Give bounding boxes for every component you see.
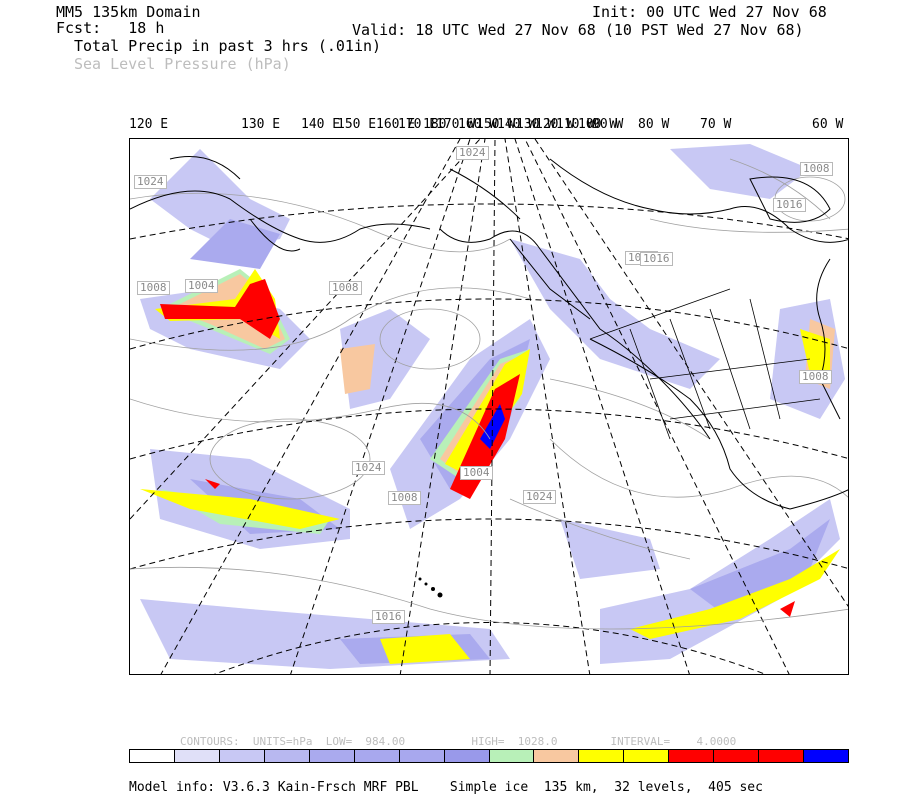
colorbar-swatch <box>264 750 310 762</box>
model-info: Model info: V3.6.3 Kain-Frsch MRF PBL Si… <box>129 780 763 795</box>
longitude-label: 130 E <box>241 117 281 132</box>
colorbar-swatch <box>579 750 625 762</box>
colorbar-swatch <box>444 750 490 762</box>
isobar-label: 1008 <box>388 491 421 505</box>
isobar-label: 1008 <box>799 370 832 384</box>
isobar-label: 1004 <box>460 466 493 480</box>
colorbar-swatch <box>399 750 445 762</box>
longitude-label: 180 <box>423 117 447 132</box>
colorbar-swatch <box>219 750 265 762</box>
map-panel <box>129 138 849 675</box>
colorbar-swatch <box>624 750 670 762</box>
coastlines <box>130 156 848 510</box>
longitude-label: 110 W <box>556 117 596 132</box>
longitude-label: 120 E <box>129 117 169 132</box>
colorbar-swatch <box>130 750 175 762</box>
longitude-label: 100 W <box>578 117 618 132</box>
longitude-label: 160 E <box>376 117 416 132</box>
field-slp-label: Sea Level Pressure (hPa) <box>74 55 291 73</box>
precip-blue-max <box>480 404 505 449</box>
longitude-label: 150 W <box>476 117 516 132</box>
isobar-label: 1008 <box>800 162 833 176</box>
isobar-label: 1008 <box>329 281 362 295</box>
colorbar-swatch <box>804 750 848 762</box>
isobars <box>130 158 848 630</box>
forecast-hour: Fcst: 18 h <box>56 19 165 37</box>
contours-info: CONTOURS: UNITS=hPa LOW= 984.00 HIGH= 10… <box>180 735 737 748</box>
colorbar-swatch <box>489 750 535 762</box>
isobar-label: 1008 <box>137 281 170 295</box>
longitude-label: 80 W <box>638 117 670 132</box>
colorbar-swatch <box>759 750 805 762</box>
longitude-label: 150 E <box>337 117 377 132</box>
colorbar-swatch <box>174 750 220 762</box>
colorbar-swatch <box>669 750 715 762</box>
isobar-label: 1016 <box>640 252 673 266</box>
longitude-label: 120 W <box>535 117 575 132</box>
colorbar-swatch <box>714 750 760 762</box>
isobar-label: 1024 <box>523 490 556 504</box>
colorbar-swatch <box>354 750 400 762</box>
longitude-label: 130 W <box>516 117 556 132</box>
longitude-label: 140 W <box>497 117 537 132</box>
isobar-label: 1016 <box>372 610 405 624</box>
isobar-label: 1024 <box>456 146 489 160</box>
longitude-label: 70 W <box>700 117 732 132</box>
init-time: Init: 00 UTC Wed 27 Nov 68 <box>592 3 827 21</box>
longitude-label: 140 E <box>301 117 341 132</box>
isobar-label: 1024 <box>352 461 385 475</box>
domain-title: MM5 135km Domain <box>56 3 201 21</box>
precip-colorbar <box>129 749 849 763</box>
isobar-label: 1016 <box>773 198 806 212</box>
longitude-label: 60 W <box>812 117 844 132</box>
state-borders <box>589 288 821 440</box>
hawaii-islands <box>418 577 443 598</box>
field-precip-label: Total Precip in past 3 hrs (.01in) <box>74 37 382 55</box>
longitude-label: 170 W <box>436 117 476 132</box>
isobar-label: 1004 <box>185 279 218 293</box>
longitude-label: 170 E <box>398 117 438 132</box>
precip-medium <box>190 219 830 664</box>
map-canvas <box>130 139 848 674</box>
colorbar-swatch <box>309 750 355 762</box>
valid-time: Valid: 18 UTC Wed 27 Nov 68 (10 PST Wed … <box>352 21 804 39</box>
colorbar-swatch <box>534 750 580 762</box>
longitude-label: 160 W <box>458 117 498 132</box>
isobar-label: 1024 <box>134 175 167 189</box>
longitude-label: 90 W <box>592 117 624 132</box>
